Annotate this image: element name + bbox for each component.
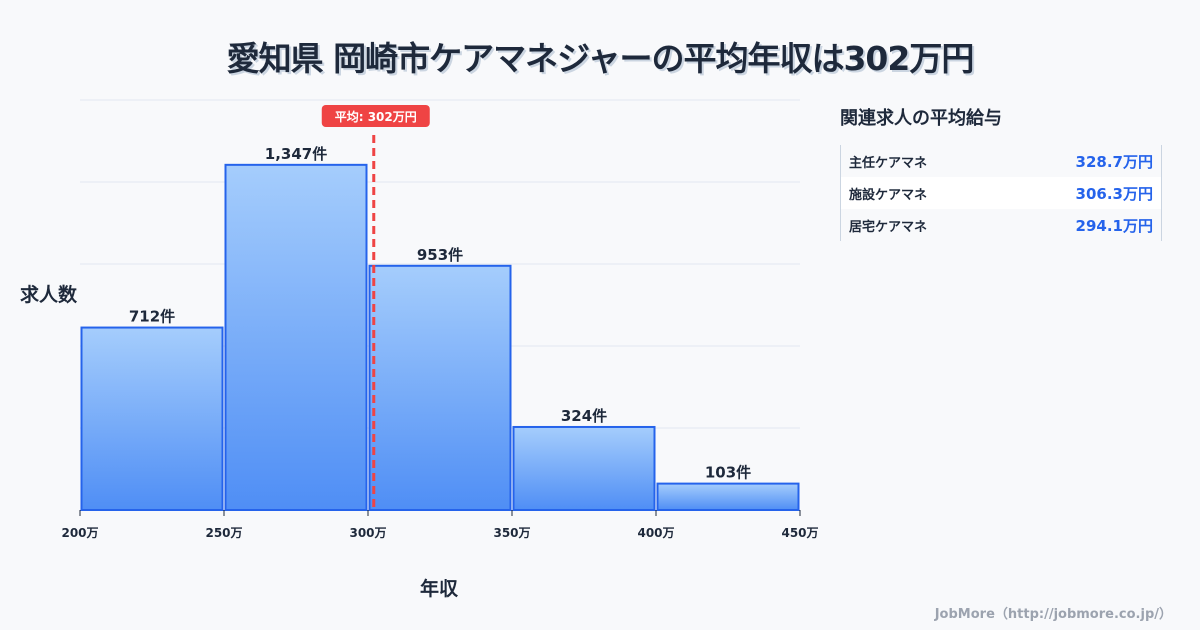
list-item: 居宅ケアマネ 294.1万円 bbox=[841, 209, 1161, 241]
mean-label: 平均: 302万円 bbox=[335, 109, 417, 124]
x-tick-label: 450万 bbox=[781, 526, 818, 540]
bar-value-label: 324件 bbox=[561, 407, 607, 425]
job-name: 施設ケアマネ bbox=[849, 187, 928, 203]
y-axis-label: 求人数 bbox=[20, 284, 78, 306]
x-tick-label: 300万 bbox=[349, 526, 386, 540]
job-name: 主任ケアマネ bbox=[849, 155, 928, 171]
x-tick-label: 350万 bbox=[493, 526, 530, 540]
mean-badge bbox=[321, 105, 430, 127]
x-axis-label: 年収 bbox=[420, 578, 459, 600]
job-salary: 328.7万円 bbox=[1075, 152, 1153, 171]
bar-value-label: 953件 bbox=[417, 246, 463, 264]
bar-value-label: 103件 bbox=[705, 464, 751, 482]
histogram-bar bbox=[512, 425, 656, 512]
histogram-bar bbox=[80, 326, 224, 511]
credit: JobMore（http://jobmore.co.jp/） bbox=[934, 607, 1172, 622]
job-name: 居宅ケアマネ bbox=[849, 219, 928, 235]
x-tick-label: 400万 bbox=[637, 526, 674, 540]
job-salary: 294.1万円 bbox=[1075, 216, 1153, 235]
page-title: 愛知県 岡崎市ケアマネジャーの平均年収は302万円 bbox=[226, 39, 975, 78]
bar-value-label: 712件 bbox=[129, 308, 175, 326]
related-salary-title: 関連求人の平均給与 bbox=[840, 108, 1002, 129]
bar-value-label: 1,347件 bbox=[265, 145, 327, 163]
x-tick-label: 200万 bbox=[61, 526, 98, 540]
list-item: 施設ケアマネ 306.3万円 bbox=[841, 177, 1161, 209]
histogram-bar bbox=[656, 482, 800, 512]
list-item: 主任ケアマネ 328.7万円 bbox=[841, 145, 1161, 177]
x-tick-label: 250万 bbox=[205, 526, 242, 540]
histogram-bar bbox=[224, 163, 368, 512]
job-salary: 306.3万円 bbox=[1075, 184, 1153, 203]
related-salary-table: 主任ケアマネ 328.7万円 施設ケアマネ 306.3万円 居宅ケアマネ 294.1万… bbox=[840, 145, 1162, 241]
histogram-bar bbox=[368, 264, 512, 512]
